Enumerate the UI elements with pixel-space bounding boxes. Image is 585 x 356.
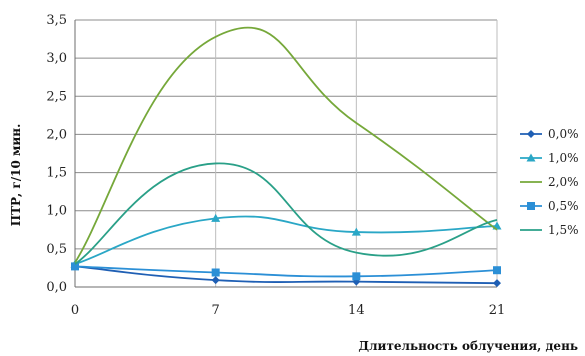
axes: [74, 20, 497, 288]
series-line: [74, 162, 498, 265]
series-4: [71, 262, 501, 281]
series-group: [70, 26, 502, 288]
x-tick-label: 21: [489, 303, 506, 318]
y-axis-title: ПТР, г/10 мин.: [9, 124, 23, 227]
series-5: [74, 162, 498, 265]
data-point: [352, 272, 361, 281]
legend-label: 2,0%: [548, 175, 579, 189]
data-point: [351, 227, 361, 236]
y-tick-label: 1,0: [46, 204, 67, 219]
y-tick-labels: 0,0 0,5 1,0 1,5 2,0 2,5 3,0 3,5: [46, 13, 67, 295]
grid: [75, 19, 498, 287]
data-point: [493, 279, 501, 288]
legend-marker: [526, 153, 536, 162]
legend-label: 1,5%: [548, 223, 579, 237]
legend-marker: [527, 202, 535, 210]
legend: 0,0% 1,0% 2,0% 0,5% 1,5%: [520, 127, 579, 237]
data-point: [211, 276, 220, 285]
data-point: [71, 262, 79, 271]
x-axis-title: Длительность облучения, день: [358, 339, 578, 353]
legend-item: 0,5%: [520, 199, 579, 213]
series-line: [74, 265, 498, 285]
series-line: [74, 26, 498, 264]
x-tick-label: 7: [212, 303, 220, 318]
y-tick-label: 2,0: [46, 127, 67, 142]
legend-item: 0,0%: [520, 127, 579, 141]
x-tick-labels: 0 7 14 21: [71, 303, 505, 318]
series-line: [74, 215, 498, 265]
y-tick-label: 2,5: [46, 89, 67, 104]
series-line: [74, 265, 498, 278]
y-tick-label: 0,5: [46, 242, 67, 257]
legend-label: 0,0%: [548, 127, 579, 141]
series-2: [70, 213, 502, 268]
series-3: [74, 26, 498, 264]
legend-label: 1,0%: [548, 151, 579, 165]
legend-item: 2,0%: [520, 175, 579, 189]
legend-item: 1,0%: [520, 151, 579, 165]
data-point: [493, 266, 501, 275]
x-tick-label: 0: [71, 303, 79, 318]
legend-marker: [527, 130, 535, 138]
y-tick-label: 0,0: [46, 280, 67, 295]
data-point: [211, 268, 220, 277]
y-tick-label: 1,5: [46, 166, 67, 181]
y-tick-label: 3,0: [46, 51, 67, 66]
y-tick-label: 3,5: [46, 13, 67, 28]
data-point: [211, 213, 221, 222]
x-tick-label: 14: [348, 303, 365, 318]
legend-item: 1,5%: [520, 223, 579, 237]
legend-label: 0,5%: [548, 199, 579, 213]
